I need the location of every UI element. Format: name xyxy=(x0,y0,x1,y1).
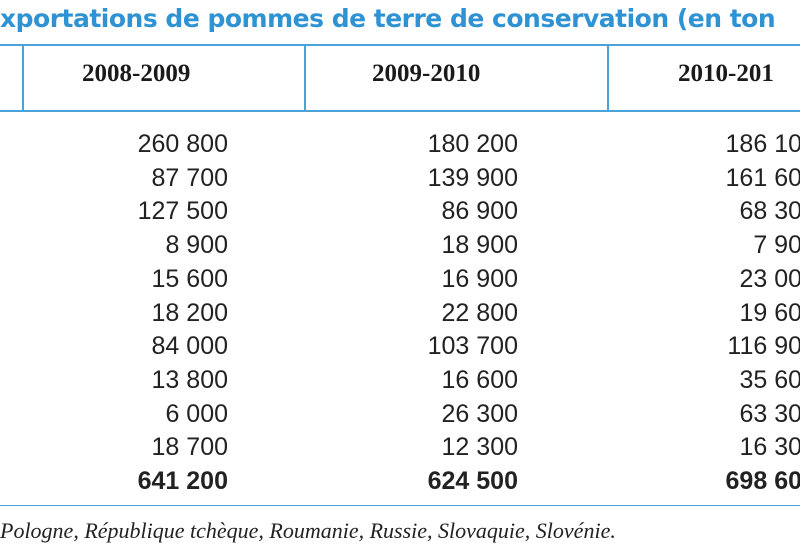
cell: 12 300 xyxy=(441,433,518,462)
cell: 7 90 xyxy=(753,231,800,260)
rule xyxy=(0,110,800,112)
cell: 86 900 xyxy=(441,197,518,226)
cell: 15 600 xyxy=(151,264,228,293)
cell: 186 10 xyxy=(725,130,800,158)
cell: 16 900 xyxy=(441,264,518,293)
cell: 23 00 xyxy=(739,264,800,293)
rule xyxy=(0,44,800,46)
column-rule xyxy=(607,46,609,110)
cell: 22 800 xyxy=(441,298,518,327)
cell: 63 30 xyxy=(739,399,800,428)
cell: 8 900 xyxy=(165,231,228,260)
cell: 87 700 xyxy=(151,163,228,192)
column-header: 2010-201 xyxy=(678,60,774,87)
cell: 19 60 xyxy=(739,298,800,327)
cell: 260 800 xyxy=(137,130,228,158)
column-rule xyxy=(22,46,24,110)
cell: 116 90 xyxy=(727,332,800,361)
cell: 16 600 xyxy=(441,365,518,394)
table-title: xportations de pommes de terre de conser… xyxy=(0,4,776,33)
cell: 16 30 xyxy=(739,433,800,462)
column-header: 2008-2009 xyxy=(82,60,191,87)
cell: 127 500 xyxy=(137,197,228,226)
cell: 161 60 xyxy=(725,163,800,192)
cell: 13 800 xyxy=(151,365,228,394)
total-cell: 624 500 xyxy=(427,467,518,495)
cell: 103 700 xyxy=(427,332,518,361)
cell: 18 200 xyxy=(151,298,228,327)
cell: 68 30 xyxy=(739,197,800,226)
cell: 18 700 xyxy=(151,433,228,462)
total-cell: 641 200 xyxy=(137,467,228,495)
rule xyxy=(0,505,800,506)
cell: 84 000 xyxy=(151,332,228,361)
cell: 35 60 xyxy=(739,365,800,394)
cell: 18 900 xyxy=(441,231,518,260)
column-rule xyxy=(304,46,306,110)
cell: 180 200 xyxy=(427,130,518,158)
column-header: 2009-2010 xyxy=(372,60,481,87)
cell: 139 900 xyxy=(427,163,518,192)
footnote: Pologne, République tchèque, Roumanie, R… xyxy=(0,518,616,543)
total-cell: 698 60 xyxy=(725,467,800,495)
cell: 26 300 xyxy=(441,399,518,428)
cell: 6 000 xyxy=(165,399,228,428)
